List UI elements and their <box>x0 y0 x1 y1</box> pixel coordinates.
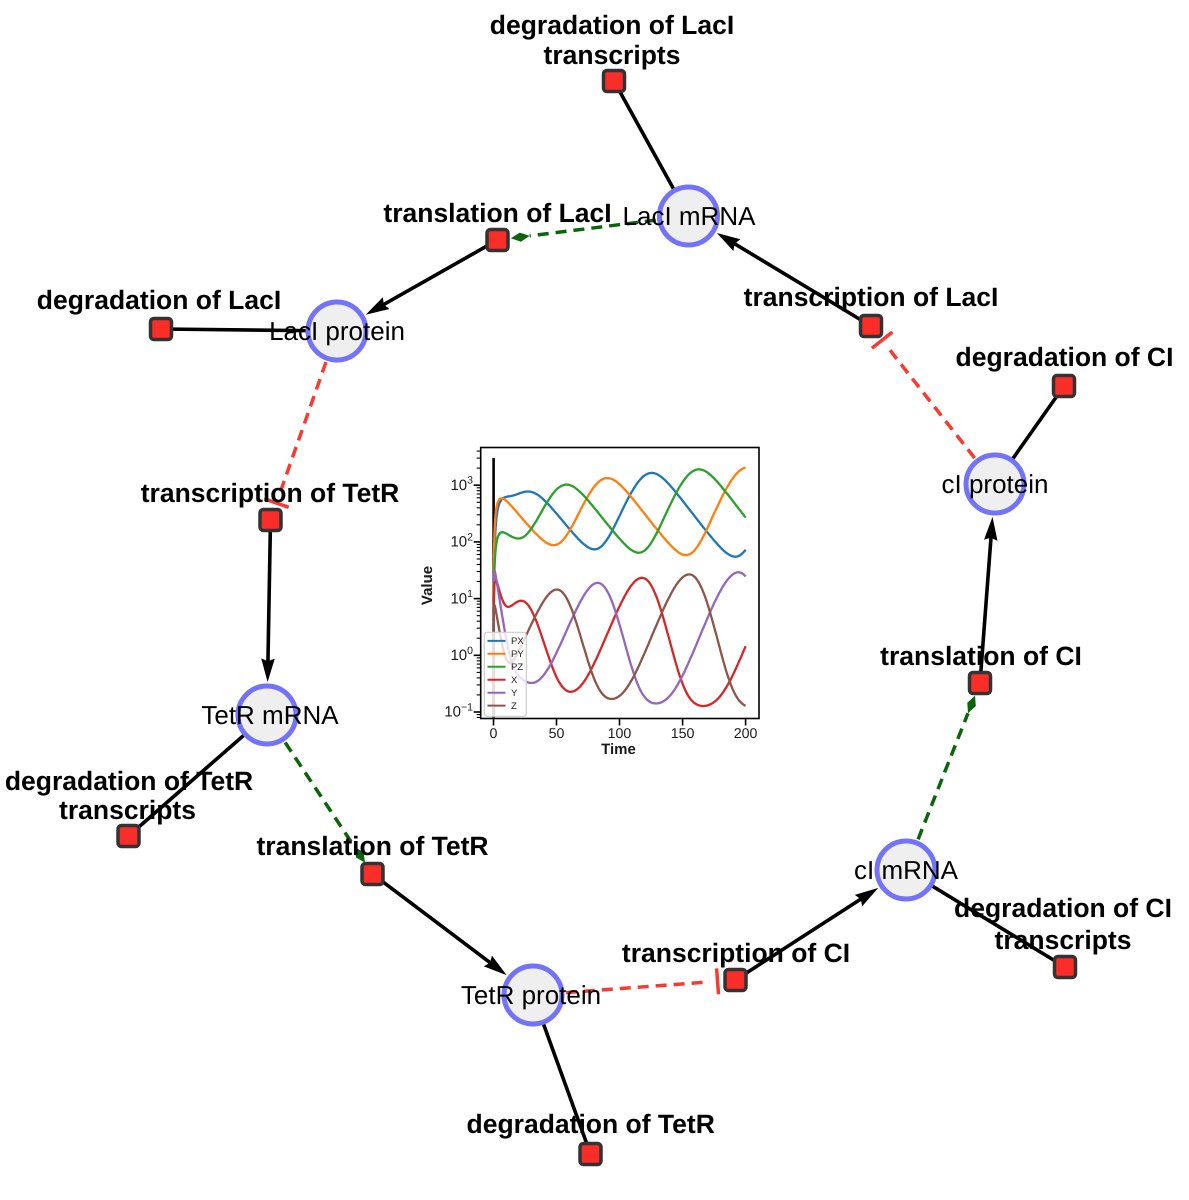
svg-text:transcripts: transcripts <box>995 925 1132 955</box>
svg-text:TetR protein: TetR protein <box>461 980 601 1010</box>
svg-text:TetR mRNA: TetR mRNA <box>201 700 339 730</box>
svg-text:Value: Value <box>419 566 436 605</box>
svg-text:transcripts: transcripts <box>59 795 196 825</box>
svg-text:Y: Y <box>511 688 518 699</box>
svg-text:LacI protein: LacI protein <box>269 316 405 346</box>
svg-text:X: X <box>511 675 518 686</box>
svg-text:LacI mRNA: LacI mRNA <box>623 201 757 231</box>
svg-text:translation of TetR: translation of TetR <box>256 831 488 861</box>
svg-text:PZ: PZ <box>511 662 523 673</box>
svg-text:100: 100 <box>608 726 632 742</box>
svg-text:degradation of LacI: degradation of LacI <box>37 285 281 315</box>
svg-text:0: 0 <box>490 726 498 742</box>
svg-text:150: 150 <box>671 726 695 742</box>
svg-text:degradation of TetR: degradation of TetR <box>5 766 253 796</box>
svg-text:cI mRNA: cI mRNA <box>854 855 959 885</box>
svg-text:200: 200 <box>734 726 758 742</box>
svg-text:transcripts: transcripts <box>544 40 681 70</box>
svg-text:cI protein: cI protein <box>942 469 1049 499</box>
svg-text:Z: Z <box>511 701 517 712</box>
svg-text:degradation of TetR: degradation of TetR <box>467 1109 715 1139</box>
svg-text:transcription of LacI: transcription of LacI <box>744 282 999 312</box>
svg-text:degradation of CI: degradation of CI <box>956 342 1174 372</box>
svg-text:degradation of CI: degradation of CI <box>954 893 1172 923</box>
svg-text:translation of CI: translation of CI <box>880 641 1082 671</box>
svg-text:PX: PX <box>511 636 524 647</box>
svg-text:translation of LacI: translation of LacI <box>383 198 611 228</box>
svg-text:degradation of LacI: degradation of LacI <box>490 10 734 40</box>
svg-text:PY: PY <box>511 649 524 660</box>
svg-text:transcription of CI: transcription of CI <box>622 938 850 968</box>
svg-text:transcription of TetR: transcription of TetR <box>141 478 400 508</box>
svg-text:Time: Time <box>601 741 636 758</box>
svg-text:50: 50 <box>549 726 565 742</box>
